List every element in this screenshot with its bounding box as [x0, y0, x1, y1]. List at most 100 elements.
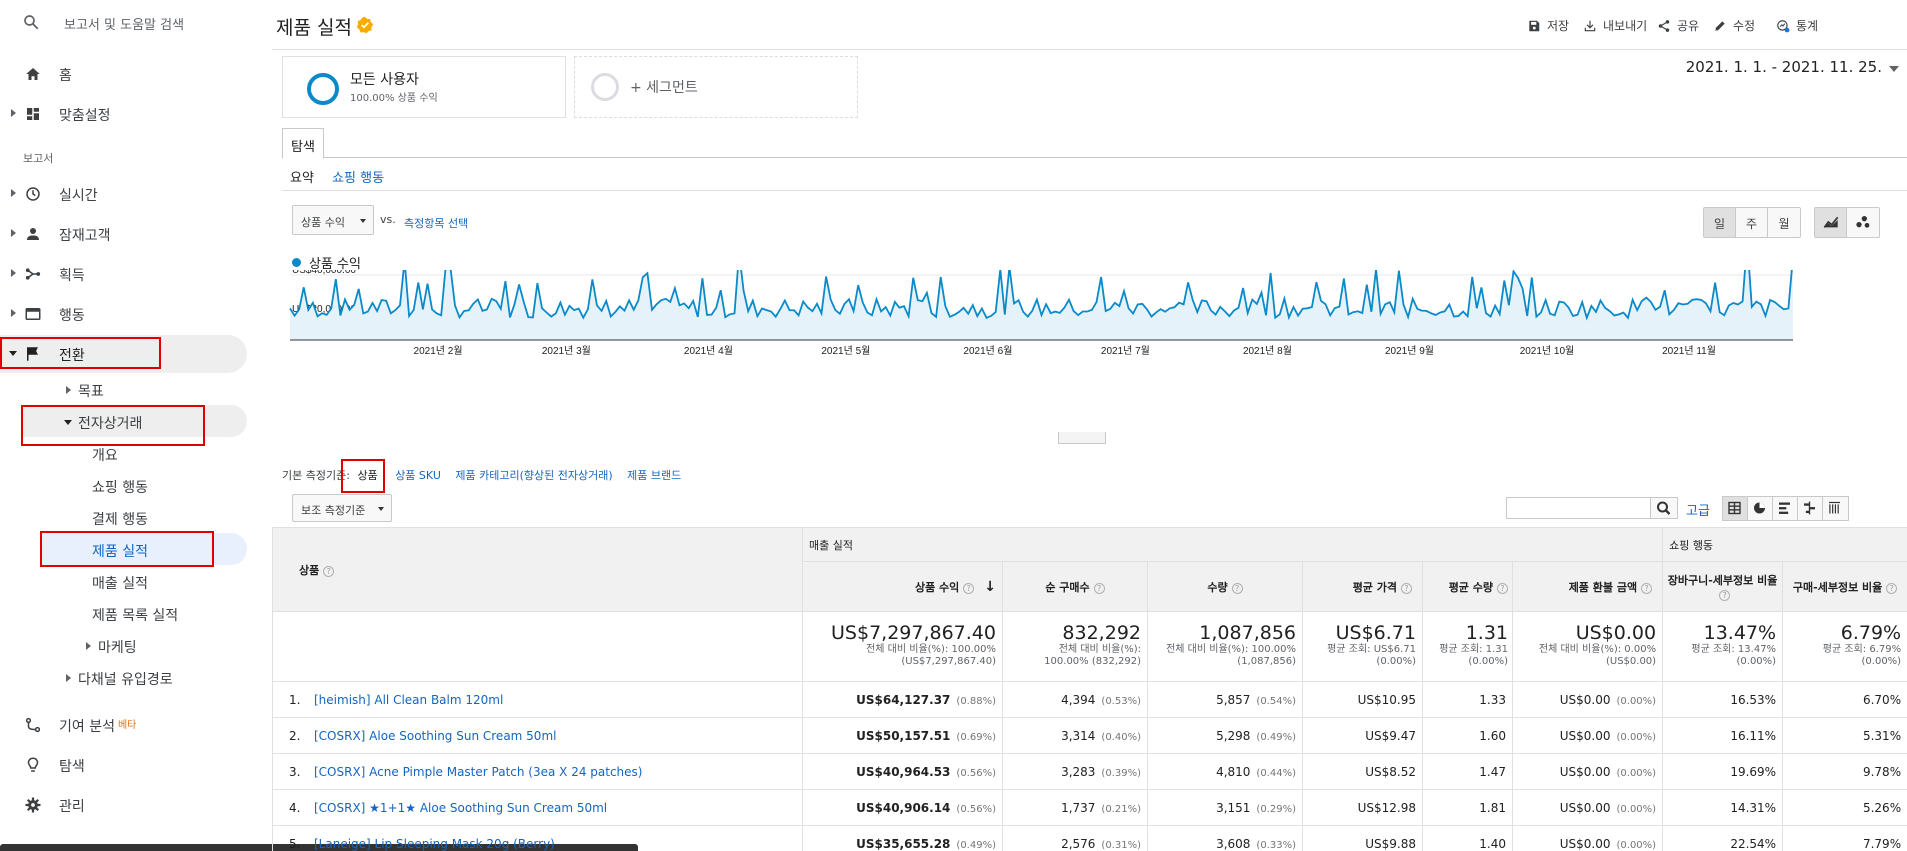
granularity-day[interactable]: 일	[1704, 208, 1736, 237]
column-header-avg-qty-label: 평균 수량	[1448, 580, 1493, 594]
cart-rate-cell: 14.31%	[1662, 789, 1784, 826]
refund-pct: (0.00%)	[1616, 767, 1657, 779]
secondary-dimension-select[interactable]: 보조 측정기준	[292, 494, 392, 522]
view-comparison[interactable]	[1798, 497, 1823, 520]
nav-marketing[interactable]: 마케팅	[86, 637, 137, 657]
cart-rate-value: 14.31%	[1730, 800, 1777, 815]
total-sub: (0.00%)	[1736, 656, 1777, 667]
subtab-summary[interactable]: 요약	[290, 171, 314, 186]
granularity-week[interactable]: 주	[1736, 208, 1768, 237]
row-index: 2.	[289, 728, 301, 743]
table-row[interactable]: 4. [COSRX] ★1+1★ Aloe Soothing Sun Cream …	[272, 789, 1907, 826]
table-row[interactable]: 3. [COSRX] Acne Pimple Master Patch (3ea …	[272, 753, 1907, 790]
segment-all-users[interactable]: 모든 사용자 100.00% 상품 수익	[282, 56, 566, 118]
nav-discover[interactable]: 탐색	[0, 746, 250, 784]
save-button[interactable]: 저장	[1527, 17, 1569, 34]
nav-attribution[interactable]: 기여 분석 베타	[0, 706, 250, 744]
add-segment-button[interactable]: + 세그먼트	[574, 56, 858, 118]
nav-home[interactable]: 홈	[0, 55, 250, 93]
advanced-filter-link[interactable]: 고급	[1686, 504, 1710, 519]
view-pivot[interactable]	[1823, 497, 1848, 520]
nav-realtime[interactable]: 실시간	[0, 175, 250, 213]
column-header-refund[interactable]: 제품 환불 금액?	[1511, 561, 1664, 612]
nav-admin[interactable]: 관리	[0, 786, 250, 824]
motion-chart-icon	[1856, 216, 1870, 228]
tab-explore[interactable]: 탐색	[282, 128, 324, 159]
dimension-product[interactable]: 상품	[357, 469, 378, 482]
table-filter-button[interactable]	[1651, 497, 1678, 519]
nav-product-performance[interactable]: 제품 실적	[92, 544, 148, 560]
granularity-month[interactable]: 월	[1778, 217, 1790, 231]
nav-overview[interactable]: 개요	[92, 448, 118, 464]
report-search[interactable]: 보고서 및 도움말 검색	[0, 0, 272, 46]
nav-ecommerce[interactable]: 전자상거래	[64, 413, 142, 433]
purchases-pct: (0.53%)	[1101, 695, 1141, 707]
column-header-product[interactable]: 상품?	[272, 527, 803, 612]
line-chart-button[interactable]	[1815, 208, 1847, 237]
insights-button[interactable]: 통계	[1776, 17, 1818, 34]
table-row[interactable]: 1. [heimish] All Clean Balm 120ml US$64,12…	[272, 681, 1907, 718]
date-range-picker[interactable]: 2021. 1. 1. - 2021. 11. 25.	[1685, 58, 1882, 76]
table-filter-input[interactable]	[1506, 497, 1651, 519]
total-sub: 평균 조회: US$6.71	[1327, 644, 1416, 655]
dimension-category[interactable]: 제품 카테고리(향상된 전자상거래)	[455, 469, 613, 482]
motion-chart-button[interactable]	[1847, 208, 1879, 237]
share-button[interactable]: 공유	[1657, 17, 1699, 34]
help-icon[interactable]: ?	[1886, 582, 1898, 594]
chart-collapse-handle[interactable]	[1058, 432, 1106, 444]
column-header-avg-qty[interactable]: 평균 수량?	[1422, 561, 1513, 612]
dimension-brand[interactable]: 제품 브랜드	[627, 469, 682, 482]
export-button[interactable]: 내보내기	[1583, 17, 1647, 34]
sort-desc-icon[interactable]: ↓	[984, 578, 996, 595]
grid-icon	[1728, 501, 1741, 515]
metric-select[interactable]: 상품 수익	[292, 205, 374, 235]
help-icon[interactable]: ?	[1497, 582, 1508, 594]
column-header-quantity[interactable]: 수량?	[1147, 561, 1303, 612]
buy-rate-value: 6.70%	[1862, 692, 1902, 707]
nav-conversions[interactable]: 전환	[0, 335, 250, 373]
help-icon[interactable]: ?	[1093, 582, 1105, 594]
nav-multichannel[interactable]: 다채널 유입경로	[66, 669, 173, 689]
refund-pct: (0.00%)	[1616, 803, 1657, 815]
help-icon[interactable]: ?	[323, 565, 335, 577]
product-link[interactable]: [Laneige] Lip Sleeping Mask 20g (Berry)	[314, 836, 555, 851]
subtab-shopping[interactable]: 쇼핑 행동	[332, 171, 385, 186]
view-performance[interactable]	[1773, 497, 1798, 520]
help-icon[interactable]: ?	[1231, 582, 1243, 594]
date-range-caret-icon[interactable]	[1889, 66, 1899, 72]
help-icon[interactable]: ?	[1719, 590, 1731, 601]
column-header-avg-price[interactable]: 평균 가격?	[1302, 561, 1423, 612]
select-metric-link[interactable]: 측정항목 선택	[404, 217, 469, 230]
nav-product-list-performance[interactable]: 제품 목록 실적	[92, 608, 179, 624]
product-link[interactable]: [COSRX] Aloe Soothing Sun Cream 50ml	[314, 728, 557, 743]
nav-realtime-label: 실시간	[59, 188, 98, 204]
nav-sales-performance[interactable]: 매출 실적	[92, 576, 148, 592]
dimension-sku[interactable]: 상품 SKU	[395, 469, 441, 482]
column-header-cart-rate[interactable]: 장바구니-세부정보 비율?	[1662, 561, 1784, 612]
cart-rate-cell: 22.54%	[1662, 825, 1784, 851]
nav-checkout-behavior[interactable]: 결제 행동	[92, 512, 148, 528]
edit-button[interactable]: 수정	[1713, 17, 1755, 34]
buy-rate-cell: 5.31%	[1782, 717, 1907, 754]
column-header-revenue[interactable]: 상품 수익? ↓	[802, 561, 1003, 612]
help-icon[interactable]: ?	[963, 582, 975, 594]
table-row[interactable]: 5. [Laneige] Lip Sleeping Mask 20g (Berry…	[272, 825, 1907, 851]
table-row[interactable]: 2. [COSRX] Aloe Soothing Sun Cream 50ml US…	[272, 717, 1907, 754]
help-icon[interactable]: ?	[1641, 582, 1653, 594]
view-pie[interactable]	[1748, 497, 1773, 520]
avg-qty-cell: 1.40	[1422, 825, 1513, 851]
view-data-table[interactable]	[1723, 497, 1748, 520]
cart-rate-value: 16.53%	[1730, 692, 1777, 707]
product-link[interactable]: [COSRX] Acne Pimple Master Patch (3ea X …	[314, 764, 643, 779]
nav-behavior[interactable]: 행동	[0, 295, 250, 333]
nav-audience[interactable]: 잠재고객	[0, 215, 250, 253]
nav-goals[interactable]: 목표	[66, 381, 104, 401]
nav-shopping-behavior[interactable]: 쇼핑 행동	[92, 480, 148, 496]
product-link[interactable]: [COSRX] ★1+1★ Aloe Soothing Sun Cream 50…	[314, 800, 608, 815]
nav-acquisition[interactable]: 획득	[0, 255, 250, 293]
nav-customization[interactable]: 맞춤설정	[0, 95, 250, 133]
product-link[interactable]: [heimish] All Clean Balm 120ml	[314, 692, 504, 707]
column-header-purchases[interactable]: 순 구매수?	[1002, 561, 1148, 612]
help-icon[interactable]: ?	[1401, 582, 1412, 594]
column-header-buy-rate[interactable]: 구매-세부정보 비율?	[1782, 561, 1907, 612]
